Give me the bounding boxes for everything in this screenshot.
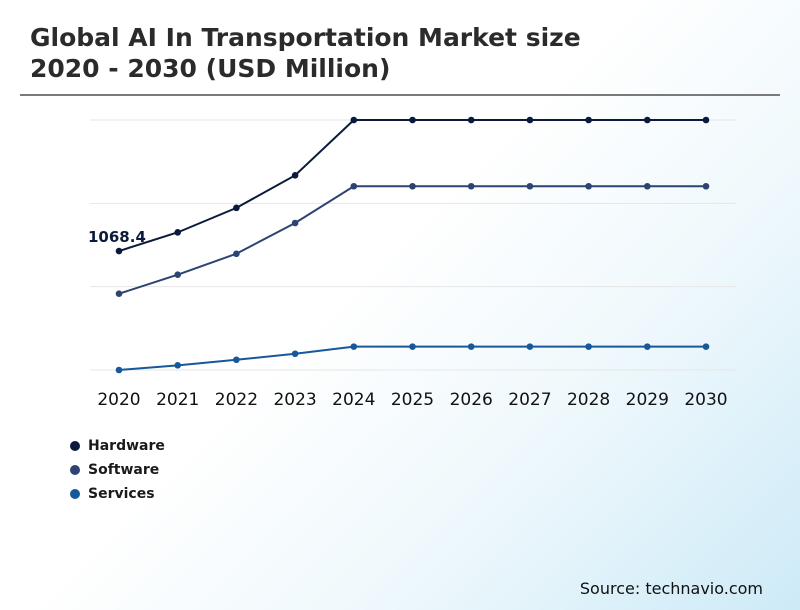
x-axis-ticks: 2020 2021 2022 2023 2024 2025 2026 2027 2028 2029…: [97, 390, 727, 410]
x-tick-label: 2020: [97, 390, 140, 410]
gridlines: [90, 119, 736, 371]
data-point-hardware: [291, 172, 299, 179]
legend: Hardware Software Services: [70, 434, 165, 506]
data-point-services: [526, 343, 534, 350]
data-point-hardware: [585, 116, 592, 124]
data-point-hardware: [702, 116, 710, 124]
legend-item-services: Services: [70, 482, 165, 506]
data-point-hardware: [526, 116, 534, 124]
x-tick-label: 2027: [508, 390, 551, 410]
x-tick-label: 2030: [684, 390, 727, 410]
legend-marker: [70, 441, 80, 451]
data-point-software: [585, 182, 592, 190]
data-point-hardware: [644, 116, 651, 124]
data-point-hardware: [115, 247, 123, 255]
data-point-services: [644, 343, 651, 350]
series-line-services: [118, 345, 706, 371]
title-divider: [20, 94, 780, 96]
x-tick-label: 2026: [450, 390, 493, 410]
data-point-software: [291, 219, 299, 227]
data-point-software: [467, 182, 475, 190]
data-point-software: [644, 182, 651, 190]
data-label: 1068.4: [88, 228, 146, 246]
x-tick-label: 2025: [391, 390, 434, 410]
chart-title: Global AI In Transportation Market size …: [30, 22, 581, 84]
series-hardware: [115, 116, 710, 255]
series-line-software: [118, 185, 706, 295]
legend-label: Software: [88, 462, 160, 478]
series-lines: 1068.4: [88, 116, 710, 374]
x-tick-label: 2021: [156, 390, 199, 410]
data-point-software: [174, 271, 181, 278]
data-point-services: [291, 350, 299, 358]
legend-item-hardware: Hardware: [70, 434, 165, 458]
legend-marker: [70, 465, 80, 475]
x-tick-label: 2024: [332, 390, 375, 410]
legend-label: Services: [88, 486, 155, 502]
data-point-services: [174, 362, 181, 369]
x-tick-label: 2029: [626, 390, 669, 410]
x-tick-label: 2023: [273, 390, 316, 410]
data-point-software: [526, 182, 534, 190]
chart-title-line-1: Global AI In Transportation Market size: [30, 23, 581, 52]
line-chart: 1068.4 2020 2021 2022 2023 2024 2025 2026 2027 2…: [88, 116, 736, 410]
data-point-services: [233, 356, 240, 364]
source-credit: Source: technavio.com: [579, 579, 763, 598]
data-point-software: [115, 290, 123, 298]
data-point-services: [115, 366, 123, 374]
data-point-software: [350, 182, 358, 190]
chart-title-line-2: 2020 - 2030 (USD Million): [30, 54, 391, 83]
data-point-services: [467, 343, 475, 350]
data-point-services: [585, 343, 592, 350]
data-point-hardware: [350, 116, 358, 124]
legend-item-software: Software: [70, 458, 165, 482]
data-point-hardware: [174, 229, 181, 236]
legend-label: Hardware: [88, 438, 165, 454]
data-point-software: [409, 182, 416, 190]
data-point-software: [702, 182, 710, 190]
data-point-services: [702, 343, 710, 350]
x-tick-label: 2028: [567, 390, 610, 410]
legend-marker: [70, 489, 80, 499]
series-software: [115, 182, 710, 298]
data-point-software: [233, 250, 240, 258]
data-point-hardware: [467, 116, 475, 124]
data-point-services: [350, 343, 358, 350]
data-point-services: [409, 343, 416, 350]
series-services: [115, 343, 710, 374]
data-point-hardware: [409, 116, 416, 124]
data-point-hardware: [233, 204, 240, 212]
x-tick-label: 2022: [215, 390, 258, 410]
